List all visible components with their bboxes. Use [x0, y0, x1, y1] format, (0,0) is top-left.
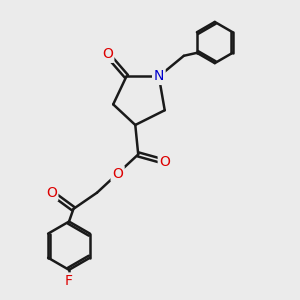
- Text: O: O: [159, 155, 170, 169]
- Text: O: O: [46, 186, 57, 200]
- Text: N: N: [154, 69, 164, 83]
- Text: O: O: [102, 47, 113, 61]
- Text: F: F: [65, 274, 73, 288]
- Text: O: O: [112, 167, 123, 181]
